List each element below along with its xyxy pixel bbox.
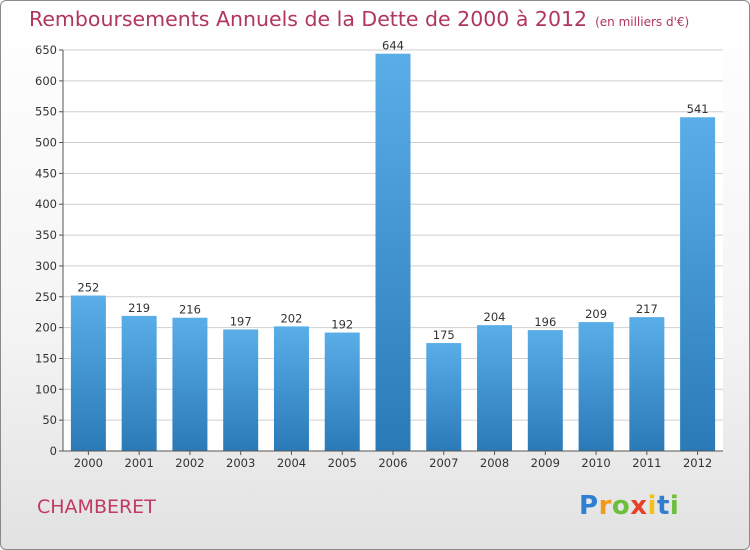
x-tick-label: 2012 (683, 456, 712, 470)
y-tick-label: 350 (35, 228, 57, 242)
logo-letter: P (579, 491, 599, 521)
bar (375, 53, 411, 451)
bar (527, 330, 563, 451)
x-tick-label: 2010 (581, 456, 610, 470)
y-tick-label: 300 (35, 259, 57, 273)
axes: 0 50 100 150 200 250 300 350 400 450 500 550 600 650 2… (35, 43, 723, 470)
data-label: 541 (687, 102, 709, 116)
data-label: 202 (280, 311, 302, 325)
bar (680, 117, 716, 451)
chart-title-line: Remboursements Annuels de la Dette de 20… (29, 7, 689, 31)
town-name: CHAMBERET (37, 496, 156, 518)
y-tick-label: 500 (35, 136, 57, 150)
x-tick-label: 2004 (277, 456, 306, 470)
chart-subtitle: (en milliers d'€) (595, 15, 690, 29)
y-tick-label: 600 (35, 74, 57, 88)
y-tick-label: 50 (42, 413, 57, 427)
logo-letter: t (656, 491, 670, 521)
bar (172, 317, 208, 451)
x-tick-label: 2005 (328, 456, 357, 470)
y-tick-label: 150 (35, 351, 57, 365)
data-label: 197 (230, 314, 252, 328)
data-label: 204 (484, 310, 506, 324)
y-tick-label: 100 (35, 382, 57, 396)
bar (121, 315, 157, 451)
data-label: 217 (636, 302, 658, 316)
x-tick-label: 2003 (226, 456, 255, 470)
logo-letter: o (611, 491, 631, 521)
bar (426, 343, 462, 451)
x-tick-label: 2006 (378, 456, 407, 470)
bar (324, 332, 360, 451)
logo-letter: i (647, 491, 657, 521)
proxiti-logo: Proxiti (579, 491, 679, 521)
y-tick-label: 550 (35, 105, 57, 119)
x-tick-label: 2001 (125, 456, 154, 470)
data-label: 252 (77, 281, 99, 295)
y-tick-label: 650 (35, 43, 57, 57)
y-tick-label: 450 (35, 166, 57, 180)
x-tick-label: 2000 (74, 456, 103, 470)
logo-letter: r (598, 491, 612, 521)
y-tick-label: 400 (35, 197, 57, 211)
x-tick-label: 2002 (175, 456, 204, 470)
bar (578, 322, 614, 451)
y-tick-label: 200 (35, 321, 57, 335)
chart-title: Remboursements Annuels de la Dette de 20… (29, 7, 588, 31)
x-tick-label: 2007 (429, 456, 458, 470)
logo-letter: i (669, 491, 680, 521)
bar (629, 317, 665, 451)
data-label: 219 (128, 301, 150, 315)
y-tick-label: 0 (50, 444, 57, 458)
data-label: 644 (382, 39, 404, 53)
bar (223, 329, 259, 451)
x-tick-label: 2008 (480, 456, 509, 470)
logo-letter: x (630, 491, 648, 521)
bar (477, 325, 513, 451)
bar (273, 326, 309, 451)
data-label: 196 (534, 315, 556, 329)
bar (70, 295, 106, 451)
y-tick-label: 250 (35, 290, 57, 304)
data-label: 175 (433, 328, 455, 342)
x-tick-label: 2011 (632, 456, 661, 470)
bars: 252 219 216 197 202 192 644 175 204 196 209 217 541 (70, 39, 716, 451)
data-label: 209 (585, 307, 607, 321)
data-label: 192 (331, 318, 353, 332)
data-label: 216 (179, 303, 201, 317)
x-tick-label: 2009 (531, 456, 560, 470)
